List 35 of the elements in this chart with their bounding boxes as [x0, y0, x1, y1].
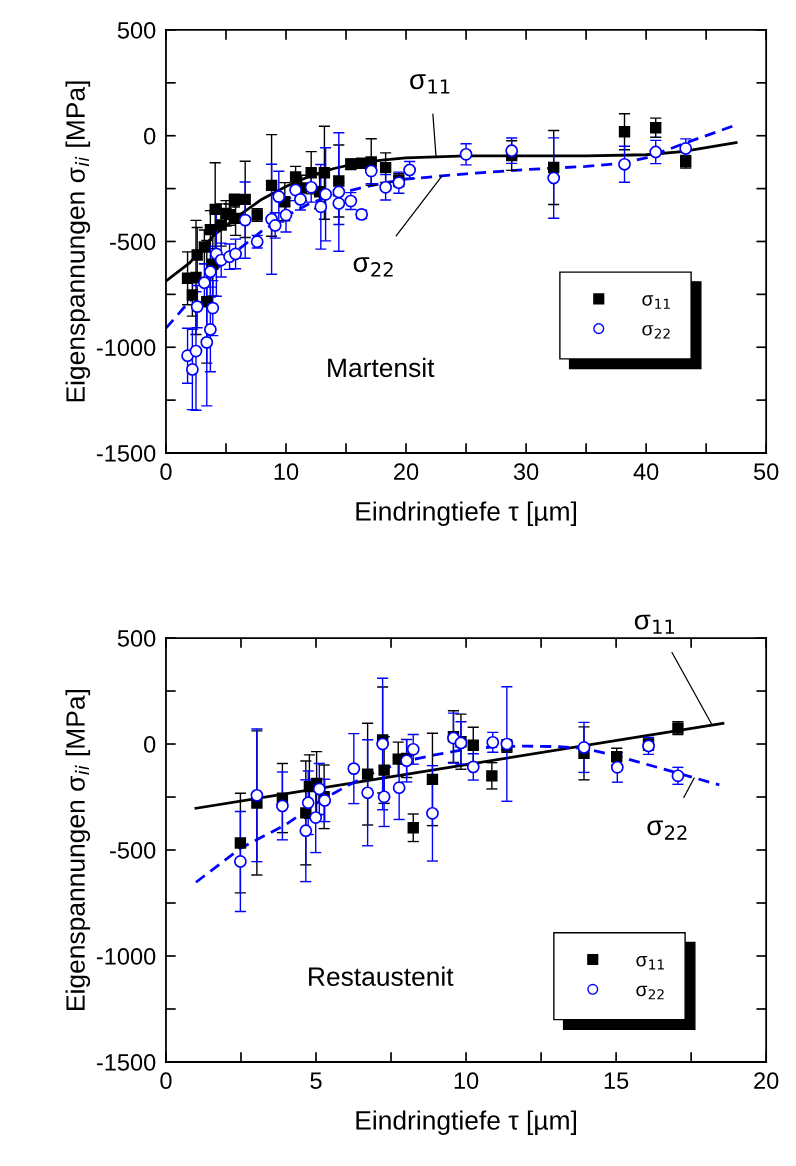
- x-tick-label: 5: [310, 1072, 322, 1090]
- y-tick-label: -1500: [96, 1054, 156, 1071]
- annotation: σ$_{22}$: [647, 820, 687, 840]
- x-tick-label: 20: [754, 1072, 779, 1090]
- y-tick-label: -500: [110, 233, 156, 251]
- x-tick-label: 20: [394, 463, 419, 481]
- y-tick-label: 0: [144, 736, 156, 753]
- x-tick-label: 10: [454, 1072, 479, 1090]
- legend-label: σ$_{22}$: [636, 985, 664, 1000]
- x-axis-title: Eindringtiefe τ [µm]: [356, 501, 576, 526]
- annotation: Restaustenit: [309, 966, 454, 986]
- x-tick-label: 30: [513, 463, 539, 481]
- legend-label: σ$_{11}$: [636, 956, 664, 970]
- annotation: Martensit: [328, 357, 435, 378]
- y-tick-label: -1000: [96, 948, 156, 965]
- y-axis-title: Eigenspannungen σ$_{ii}$ [MPa]: [65, 690, 91, 1010]
- x-tick-label: 40: [633, 463, 659, 481]
- y-axis-title: Eigenspannungen σ$_{ii}$ [MPa]: [65, 81, 91, 402]
- x-tick-label: 50: [753, 463, 779, 481]
- y-tick-label: 500: [117, 22, 156, 39]
- annotation: σ$_{11}$: [410, 74, 450, 94]
- y-tick-label: 0: [144, 127, 156, 145]
- annotation: σ$_{22}$: [353, 257, 393, 277]
- x-tick-label: 10: [274, 463, 299, 481]
- x-tick-label: 0: [160, 1072, 172, 1090]
- x-axis-title: Eindringtiefe τ [µm]: [356, 1110, 576, 1135]
- x-tick-label: 15: [604, 1072, 629, 1090]
- legend-label: σ$_{22}$: [642, 325, 670, 339]
- x-tick-label: 0: [160, 463, 172, 481]
- y-tick-label: -1500: [96, 445, 156, 462]
- y-tick-label: 500: [117, 630, 156, 647]
- y-tick-label: -500: [110, 842, 156, 859]
- y-tick-label: -1000: [96, 339, 156, 357]
- annotation: σ$_{11}$: [634, 614, 675, 634]
- legend-label: σ$_{11}$: [642, 295, 670, 309]
